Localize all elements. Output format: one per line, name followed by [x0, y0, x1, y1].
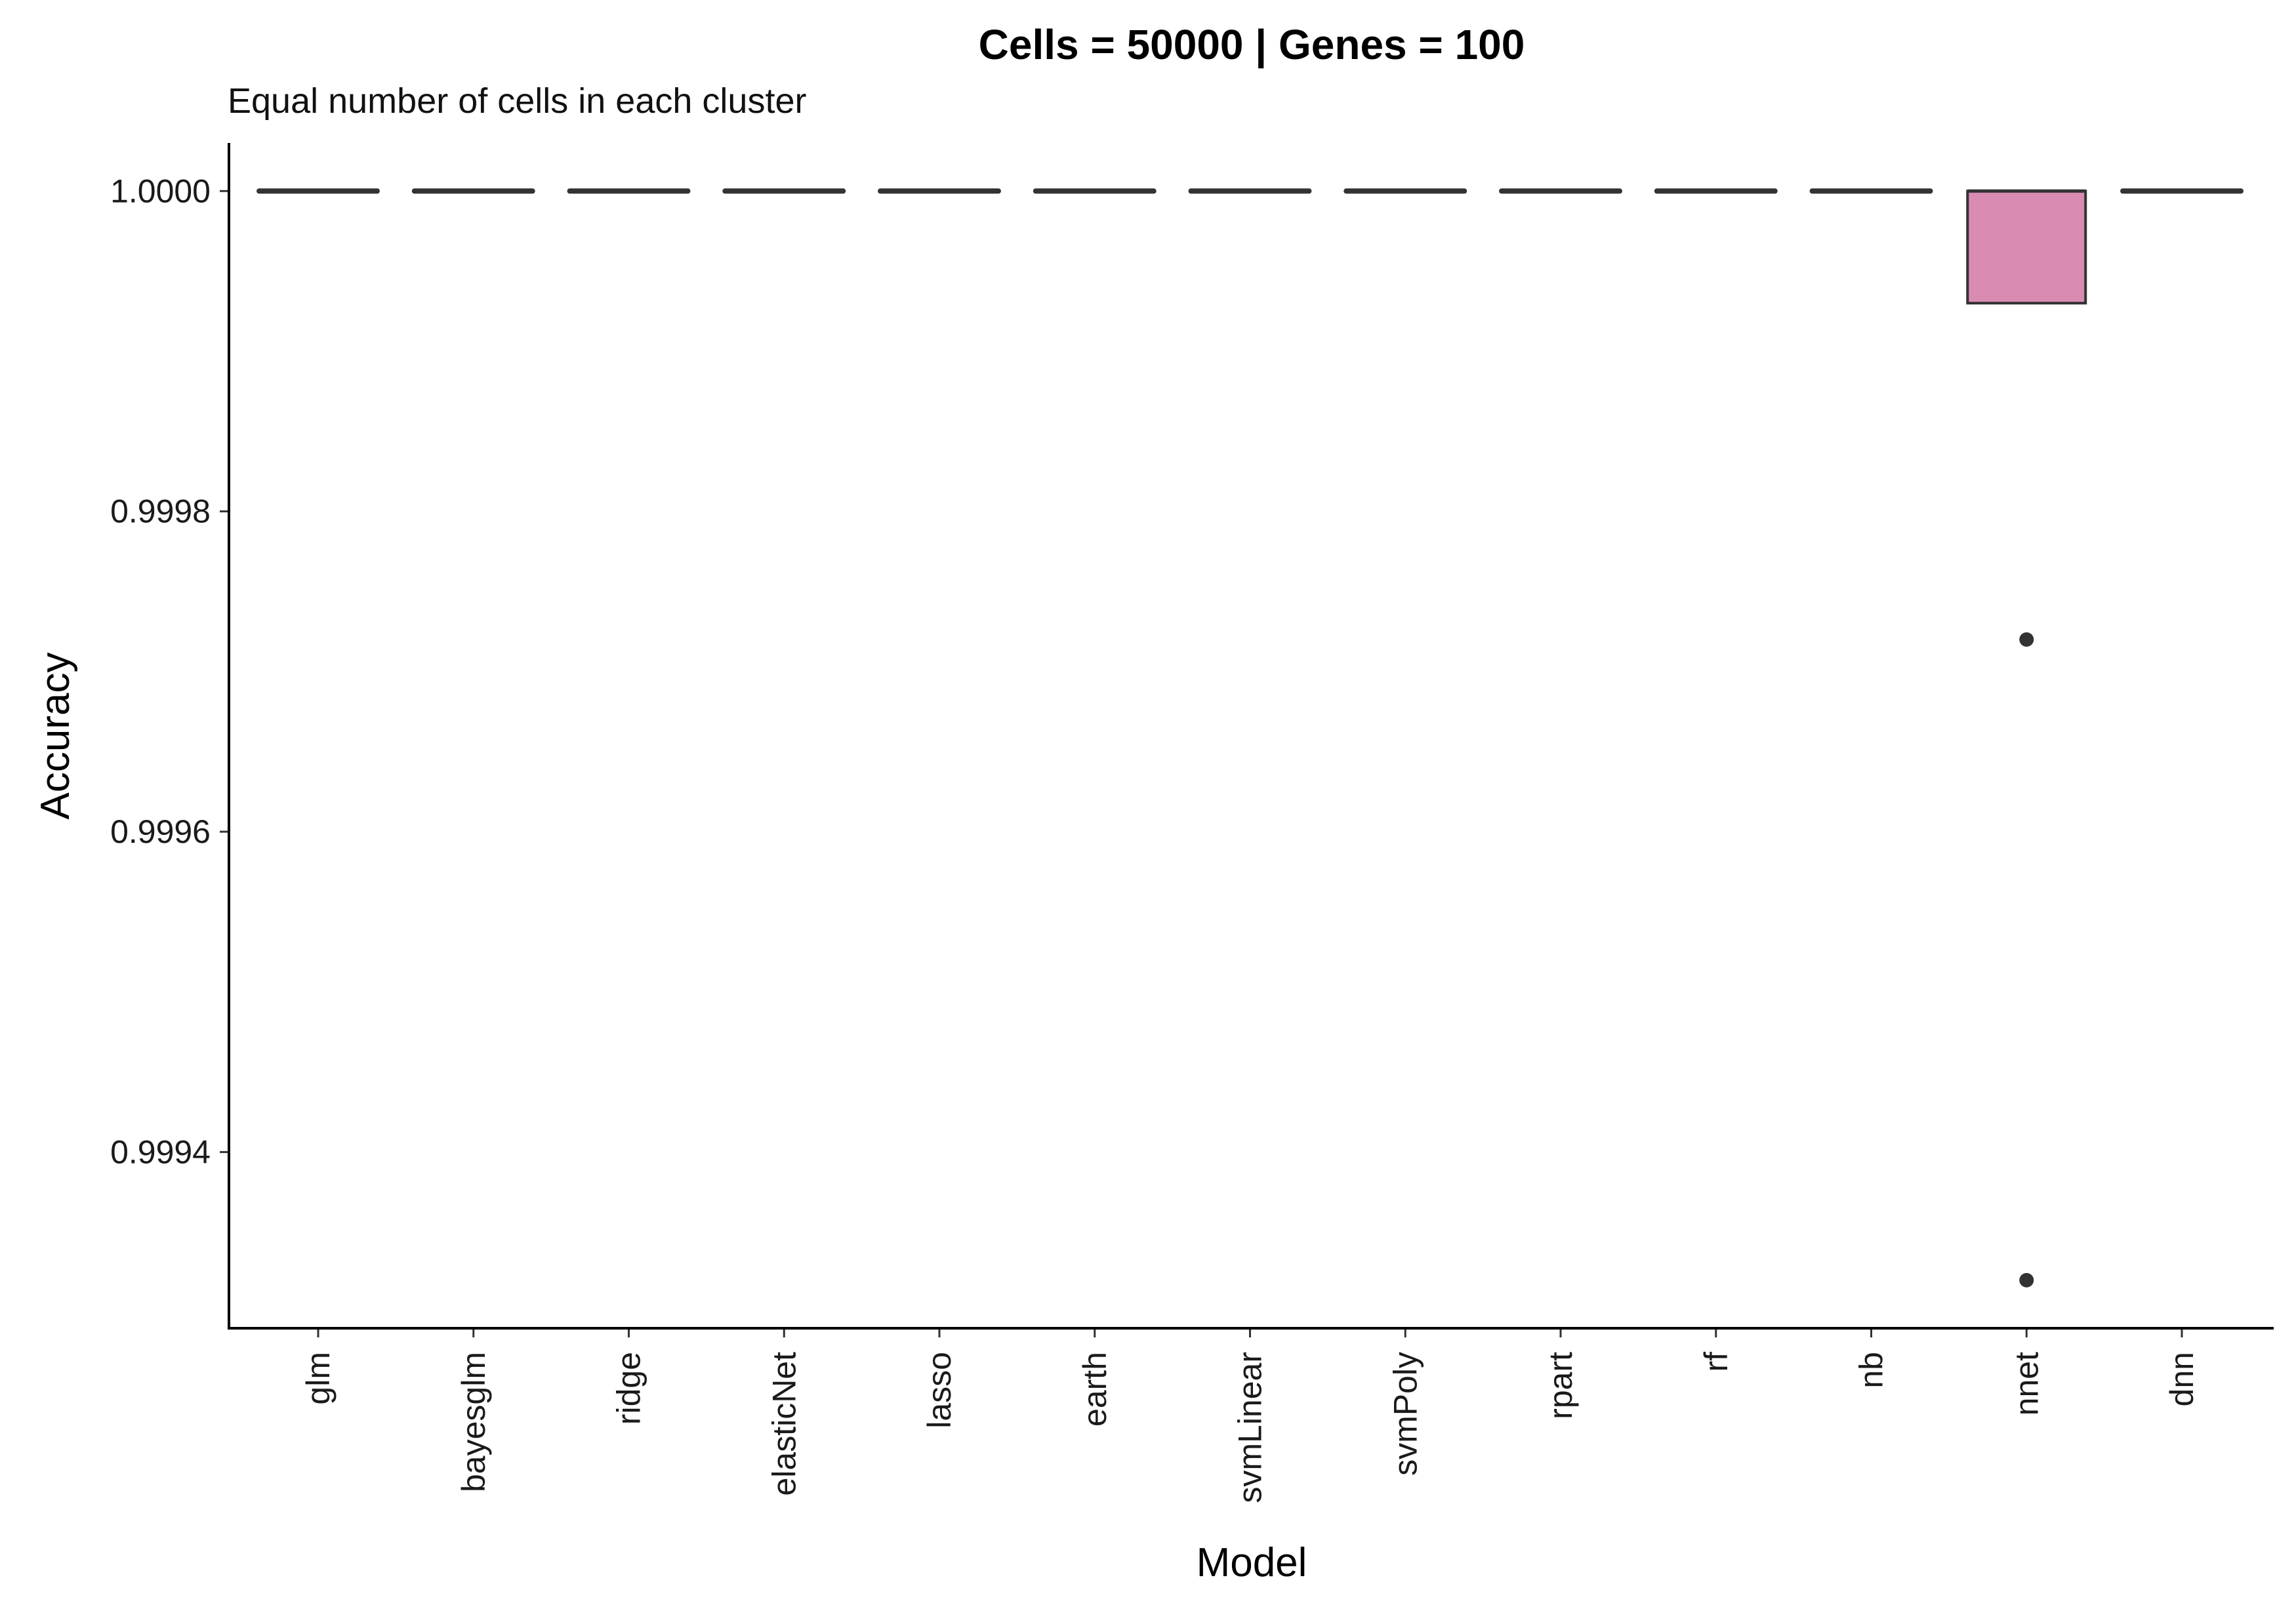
outlier-nnet: [2019, 632, 2034, 647]
x-tick-label-dnn: dnn: [2163, 1352, 2200, 1406]
y-axis-title: Accuracy: [33, 653, 78, 820]
x-tick-label-svmPoly: svmPoly: [1387, 1352, 1424, 1476]
outlier-nnet: [2019, 1272, 2034, 1288]
y-tick-label: 0.9998: [110, 493, 211, 530]
chart-title: Cells = 50000 | Genes = 100: [979, 21, 1525, 69]
y-tick-label: 0.9996: [110, 813, 211, 850]
x-tick-label-nb: nb: [1853, 1352, 1890, 1389]
x-tick-label-earth: earth: [1076, 1352, 1113, 1427]
x-tick-label-rpart: rpart: [1542, 1352, 1579, 1419]
y-tick-label: 0.9994: [110, 1133, 211, 1170]
chart-subtitle: Equal number of cells in each cluster: [228, 81, 806, 121]
y-axis-ticks: 0.9994 0.9996 0.9998 1.0000: [110, 173, 229, 1170]
x-tick-label-nnet: nnet: [2008, 1352, 2045, 1415]
y-tick-label: 1.0000: [110, 173, 211, 209]
x-tick-label-bayesglm: bayesglm: [455, 1352, 492, 1492]
x-tick-label-lasso: lasso: [921, 1352, 958, 1429]
box-nnet: [1966, 190, 2087, 305]
x-axis-title: Model: [1197, 1540, 1307, 1585]
x-axis-ticks: glm bayesglm ridge elasticNet lasso earth svmL…: [300, 1328, 2200, 1503]
x-tick-label-glm: glm: [300, 1352, 337, 1405]
x-tick-label-svmLinear: svmLinear: [1232, 1352, 1269, 1503]
x-tick-label-rf: rf: [1698, 1352, 1734, 1372]
x-tick-label-elasticNet: elasticNet: [766, 1352, 802, 1496]
x-tick-label-ridge: ridge: [611, 1352, 647, 1425]
plot-marks: [256, 188, 2244, 1288]
